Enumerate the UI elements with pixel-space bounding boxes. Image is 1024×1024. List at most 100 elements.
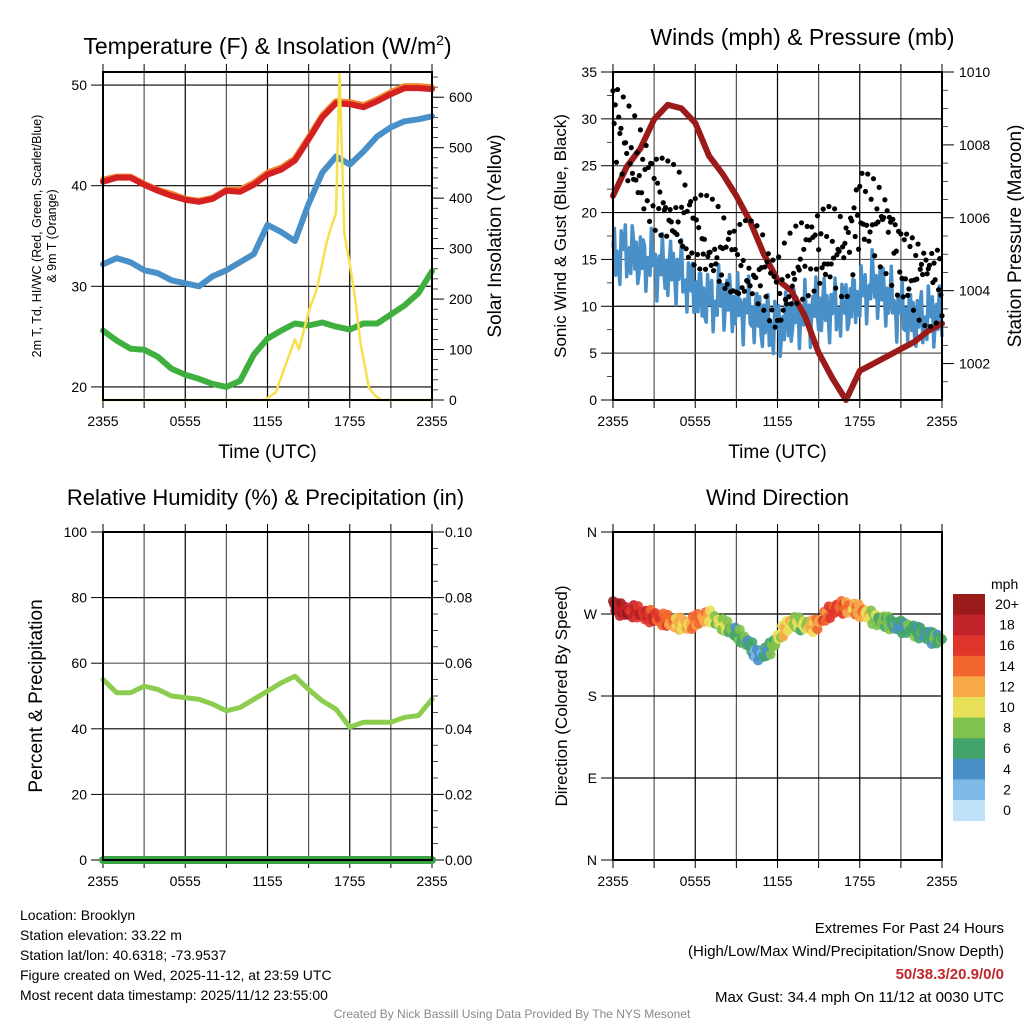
- gust-point: [854, 212, 861, 218]
- y-tick-label: 40: [71, 721, 87, 737]
- gust-point: [745, 279, 751, 285]
- x-axis-label: Time (UTC): [728, 442, 827, 463]
- gust-point: [929, 250, 935, 257]
- gust-point: [634, 150, 640, 156]
- gust-point: [921, 250, 927, 256]
- gust-point: [828, 261, 834, 267]
- gust-point: [723, 244, 729, 250]
- gust-point: [864, 222, 870, 228]
- gust-point: [846, 249, 853, 255]
- gust-point: [755, 301, 761, 307]
- direction-point: [747, 637, 758, 648]
- gust-point: [859, 170, 865, 176]
- colorbar-label: 10: [999, 699, 1015, 715]
- y-tick-label: 80: [71, 590, 87, 606]
- extremes-title: Extremes For Past 24 Hours: [814, 920, 1004, 937]
- x-tick-label: 2355: [597, 413, 628, 429]
- gust-point: [907, 243, 913, 250]
- x-tick-label: 0555: [680, 873, 711, 889]
- gust-point: [627, 161, 633, 167]
- max-gust-text: Max Gust: 34.4 mph On 11/12 at 0030 UTC: [714, 989, 1004, 1006]
- gust-point: [626, 103, 632, 109]
- y-tick-label: 15: [581, 251, 597, 267]
- gust-point: [849, 218, 855, 224]
- y-tick-label: E: [588, 770, 597, 786]
- x-tick-label: 2355: [926, 873, 957, 889]
- gust-point: [726, 230, 733, 236]
- gust-point: [786, 294, 792, 300]
- gust-point: [771, 273, 777, 280]
- gust-point: [935, 287, 942, 293]
- gust-point: [650, 203, 656, 209]
- gust-point: [932, 277, 938, 283]
- gust-point: [862, 188, 869, 195]
- x-tick-label: 2355: [87, 413, 118, 429]
- gust-point: [841, 255, 847, 261]
- gust-point: [701, 236, 707, 242]
- wind-chart: 2355 0555 1155 1755 235505101520253035100210…: [551, 24, 1024, 463]
- gust-point: [676, 169, 682, 175]
- gust-point: [692, 195, 698, 202]
- gust-point: [780, 307, 786, 313]
- gust-point: [837, 213, 843, 220]
- gust-point: [667, 206, 673, 213]
- gust-point: [737, 221, 743, 228]
- gust-point: [814, 213, 821, 219]
- colorbar-label: 6: [1003, 740, 1011, 756]
- gust-point: [797, 256, 803, 262]
- created-text: Figure created on Wed, 2025-11-12, at 23…: [20, 967, 332, 983]
- y-tick-label: S: [588, 688, 597, 704]
- gust-point: [643, 142, 649, 149]
- gust-point: [784, 301, 790, 307]
- x-tick-label: 2355: [87, 873, 118, 889]
- gust-point: [892, 222, 898, 228]
- direction-point: [812, 624, 823, 635]
- gust-point: [884, 208, 890, 214]
- gust-point: [721, 215, 727, 221]
- gust-point: [877, 264, 883, 270]
- gust-point: [817, 280, 823, 286]
- colorbar-label: 14: [999, 658, 1015, 674]
- gust-point: [782, 296, 789, 303]
- y-tick-label: 30: [71, 278, 87, 294]
- gust-point: [715, 203, 721, 210]
- gust-point: [696, 224, 702, 231]
- gust-point: [801, 246, 807, 252]
- gust-point: [762, 264, 768, 270]
- plot-frame: [612, 531, 943, 861]
- gust-point: [926, 262, 933, 269]
- gust-point: [844, 293, 850, 299]
- location-text: Location: Brooklyn: [20, 907, 136, 923]
- gust-point: [826, 203, 832, 210]
- gust-point: [870, 176, 877, 182]
- gust-point: [934, 247, 941, 253]
- x-axis-label: Time (UTC): [218, 442, 317, 463]
- gust-point: [836, 248, 842, 254]
- gust-point: [804, 223, 810, 229]
- gust-point: [633, 177, 639, 183]
- gust-point: [778, 317, 784, 323]
- gust-point: [646, 218, 653, 225]
- gust-point: [683, 246, 689, 252]
- y-axis-label: Percent & Precipitation: [26, 599, 47, 792]
- colorbar-label: 4: [1003, 761, 1011, 777]
- y-tick-label: N: [587, 852, 597, 868]
- gust-point: [910, 307, 917, 313]
- gust-point: [638, 190, 645, 196]
- x-tick-label: 2355: [926, 413, 957, 429]
- gust-point: [747, 283, 753, 289]
- y-tick-label-right: 400: [449, 190, 473, 206]
- gust-point: [808, 266, 814, 272]
- gust-point: [718, 272, 725, 278]
- gust-point: [773, 279, 779, 285]
- gust-point: [918, 261, 925, 267]
- gust-point: [827, 274, 833, 280]
- gust-point: [832, 206, 838, 212]
- colorbar-swatch: [953, 676, 985, 698]
- gust-point: [866, 238, 872, 244]
- gust-point: [833, 285, 839, 291]
- x-tick-label: 1755: [334, 873, 365, 889]
- y-tick-label-right: 0.00: [445, 852, 472, 868]
